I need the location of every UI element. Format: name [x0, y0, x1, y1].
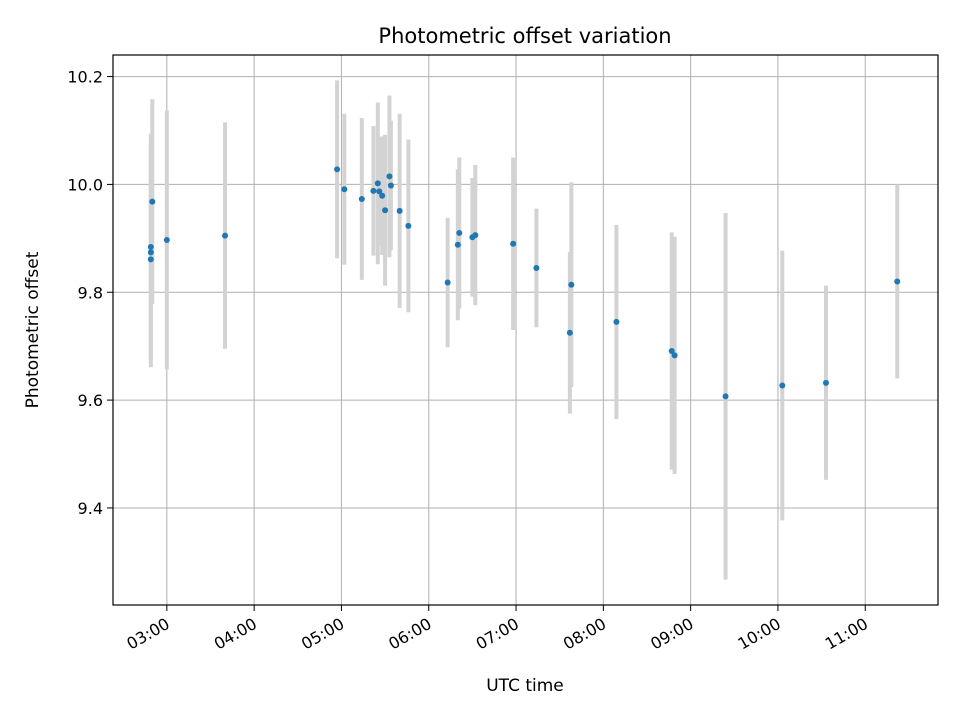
data-point — [370, 187, 377, 194]
data-point — [894, 278, 901, 285]
y-tick-label: 9.4 — [78, 499, 103, 518]
y-tick-label: 9.6 — [78, 391, 103, 410]
data-point — [386, 173, 393, 180]
data-point — [533, 264, 540, 271]
data-point — [147, 256, 154, 263]
grid — [113, 55, 938, 605]
data-points — [147, 166, 901, 400]
data-point — [671, 352, 678, 359]
data-point — [568, 281, 575, 288]
data-point — [387, 182, 394, 189]
y-axis: 9.4 9.6 9.8 10.0 10.2 — [67, 68, 113, 518]
data-point — [379, 192, 386, 199]
x-axis-title: UTC time — [486, 676, 564, 696]
data-point — [147, 243, 154, 250]
data-point — [396, 207, 403, 214]
data-point — [668, 348, 675, 355]
data-point — [456, 229, 463, 236]
data-point — [510, 240, 517, 247]
y-axis-title: Photometric offset — [23, 251, 43, 408]
y-tick-label: 10.0 — [67, 175, 103, 194]
data-point — [613, 318, 620, 325]
data-point — [382, 207, 389, 214]
data-point — [358, 195, 365, 202]
data-point — [376, 188, 383, 195]
data-point — [566, 329, 573, 336]
data-point — [149, 198, 156, 205]
y-tick-label: 9.8 — [78, 283, 103, 302]
data-point — [405, 222, 412, 229]
y-tick-label: 10.2 — [67, 68, 103, 87]
data-point — [472, 232, 479, 239]
data-point — [822, 379, 829, 386]
data-point — [722, 393, 729, 400]
data-point — [334, 166, 341, 173]
data-point — [779, 382, 786, 389]
data-point — [222, 232, 229, 239]
plot-frame — [112, 54, 939, 606]
data-point — [444, 279, 451, 286]
data-point — [163, 236, 170, 243]
chart-title: Photometric offset variation — [378, 24, 671, 48]
data-point — [374, 180, 381, 187]
data-point — [454, 241, 461, 248]
data-point — [147, 249, 154, 256]
data-point — [341, 186, 348, 193]
